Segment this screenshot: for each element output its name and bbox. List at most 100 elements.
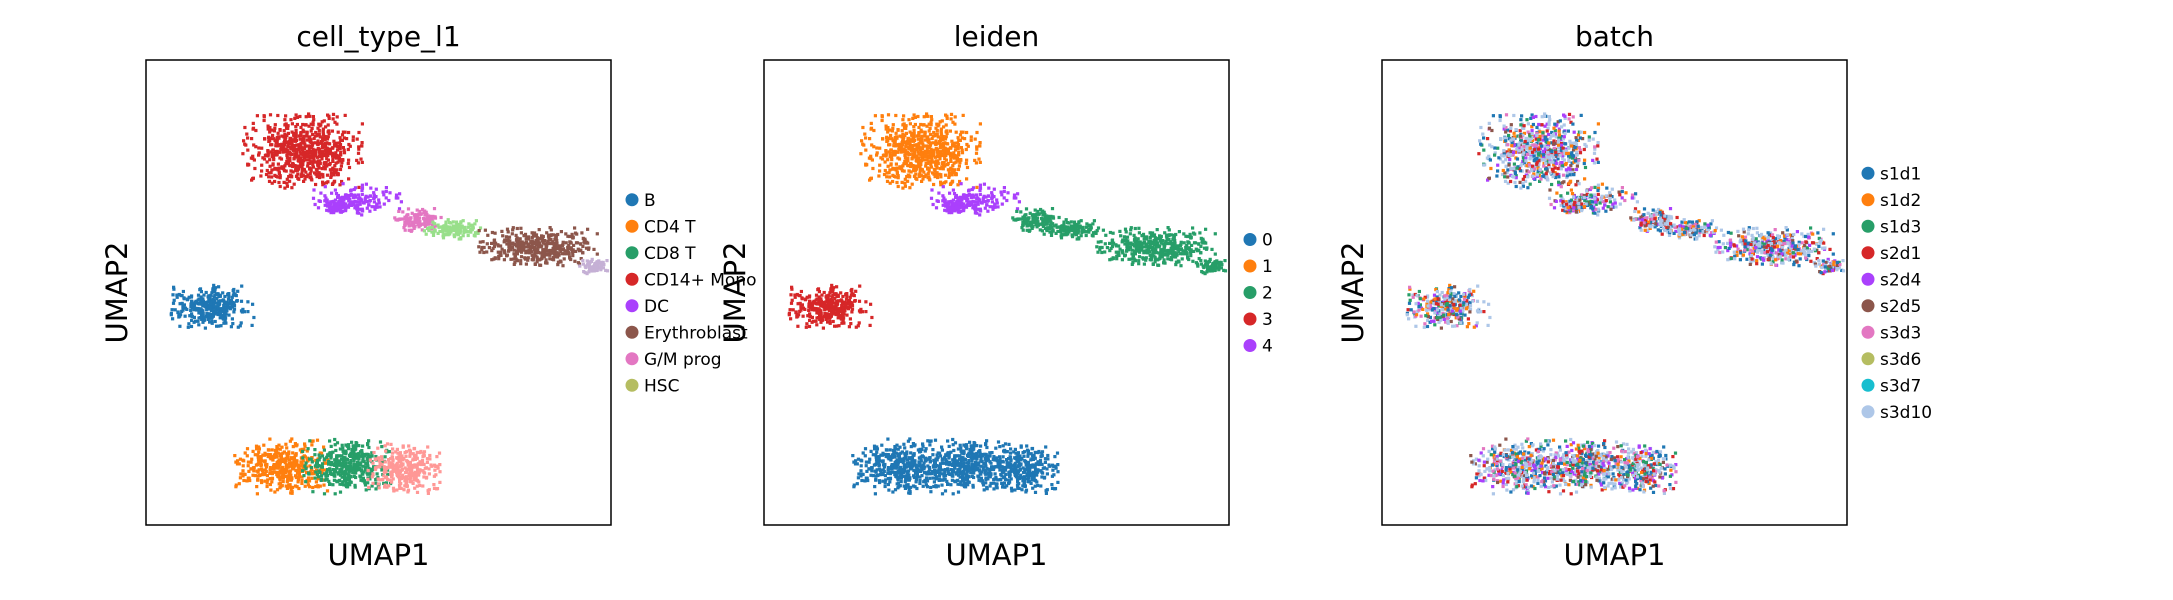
- scatter-point: [1175, 253, 1179, 257]
- scatter-point: [264, 465, 268, 469]
- scatter-point: [914, 176, 918, 180]
- scatter-point: [993, 202, 997, 206]
- scatter-point: [301, 456, 305, 460]
- scatter-point: [395, 488, 399, 492]
- scatter-point: [1059, 236, 1064, 240]
- scatter-point: [1040, 210, 1044, 214]
- scatter-point: [388, 191, 392, 195]
- scatter-point: [402, 488, 406, 492]
- scatter-point: [913, 122, 917, 127]
- scatter-point: [1070, 235, 1075, 239]
- scatter-point: [969, 135, 973, 139]
- scatter-point: [958, 198, 962, 202]
- scatter-point: [535, 255, 539, 259]
- scatter-point: [438, 470, 442, 474]
- scatter-point: [434, 224, 438, 228]
- scatter-point: [333, 179, 337, 183]
- scatter-point: [348, 475, 352, 479]
- scatter-point: [283, 461, 287, 465]
- scatter-point: [257, 455, 262, 459]
- scatter-point: [177, 312, 181, 316]
- scatter-point: [939, 183, 943, 187]
- scatter-point: [388, 478, 392, 482]
- scatter-point: [1108, 230, 1112, 235]
- scatter-point: [296, 148, 300, 152]
- scatter-point: [1201, 271, 1205, 275]
- scatter-point: [286, 151, 290, 155]
- scatter-point: [300, 481, 304, 485]
- scatter-point: [965, 130, 969, 135]
- scatter-point: [907, 141, 911, 146]
- scatter-point: [297, 146, 301, 150]
- scatter-point: [316, 163, 320, 167]
- scatter-point: [339, 139, 343, 143]
- scatter-point: [322, 119, 326, 123]
- scatter-point: [275, 455, 279, 459]
- scatter-point: [461, 234, 465, 238]
- scatter-point: [1159, 248, 1163, 252]
- scatter-point: [908, 130, 912, 134]
- scatter-point: [288, 156, 292, 160]
- scatter-point: [1145, 237, 1149, 241]
- scatter-point: [988, 205, 992, 209]
- scatter-point: [267, 136, 271, 140]
- scatter-point: [509, 248, 513, 252]
- scatter-point: [963, 137, 967, 141]
- scatter-point: [870, 315, 874, 320]
- scatter-point: [1098, 248, 1102, 252]
- scatter-point: [1178, 248, 1182, 252]
- scatter-point: [944, 158, 948, 162]
- scatter-point: [422, 229, 426, 233]
- scatter-point: [403, 223, 407, 227]
- scatter-point: [286, 159, 290, 163]
- scatter-point: [1042, 223, 1046, 227]
- scatter-point: [1212, 265, 1217, 269]
- scatter-point: [289, 141, 293, 146]
- scatter-point: [188, 314, 192, 318]
- scatter-point: [436, 464, 440, 468]
- scatter-point: [931, 154, 936, 158]
- scatter-point: [507, 242, 511, 246]
- scatter-point: [299, 157, 303, 161]
- scatter-point: [1015, 209, 1019, 213]
- scatter-point: [543, 242, 547, 246]
- scatter-point: [323, 478, 327, 482]
- scatter-point: [271, 148, 275, 152]
- scatter-point: [956, 183, 960, 187]
- scatter-point: [398, 457, 402, 461]
- scatter-point: [990, 193, 994, 197]
- scatter-point: [364, 488, 368, 492]
- scatter-point: [1158, 237, 1163, 241]
- scatter-point: [265, 481, 269, 485]
- scatter-point: [338, 153, 343, 157]
- scatter-point: [187, 295, 191, 299]
- scatter-point: [318, 199, 322, 203]
- scatter-point: [289, 118, 293, 122]
- scatter-point: [1117, 244, 1121, 248]
- scatter-point: [814, 293, 819, 297]
- scatter-point: [304, 461, 308, 465]
- scatter-point: [971, 204, 975, 208]
- scatter-point: [1210, 247, 1214, 251]
- scatter-point: [942, 154, 946, 158]
- scatter-point: [965, 158, 969, 162]
- scatter-point: [278, 143, 282, 147]
- scatter-point: [307, 147, 311, 151]
- scatter-point: [944, 113, 948, 117]
- scatter-point: [208, 307, 212, 311]
- scatter-point: [332, 474, 336, 478]
- scatter-point: [917, 144, 921, 148]
- scatter-point: [227, 313, 231, 317]
- scatter-point: [260, 163, 264, 167]
- scatter-point: [970, 187, 974, 192]
- scatter-point: [271, 153, 275, 158]
- legend-marker-cd4-t: [625, 219, 639, 233]
- scatter-point: [322, 492, 327, 496]
- scatter-point: [574, 249, 578, 253]
- scatter-point: [1039, 207, 1043, 212]
- scatter-point: [1172, 235, 1176, 240]
- scatter-point: [413, 220, 417, 224]
- scatter-point: [383, 444, 387, 448]
- scatter-point: [297, 466, 301, 470]
